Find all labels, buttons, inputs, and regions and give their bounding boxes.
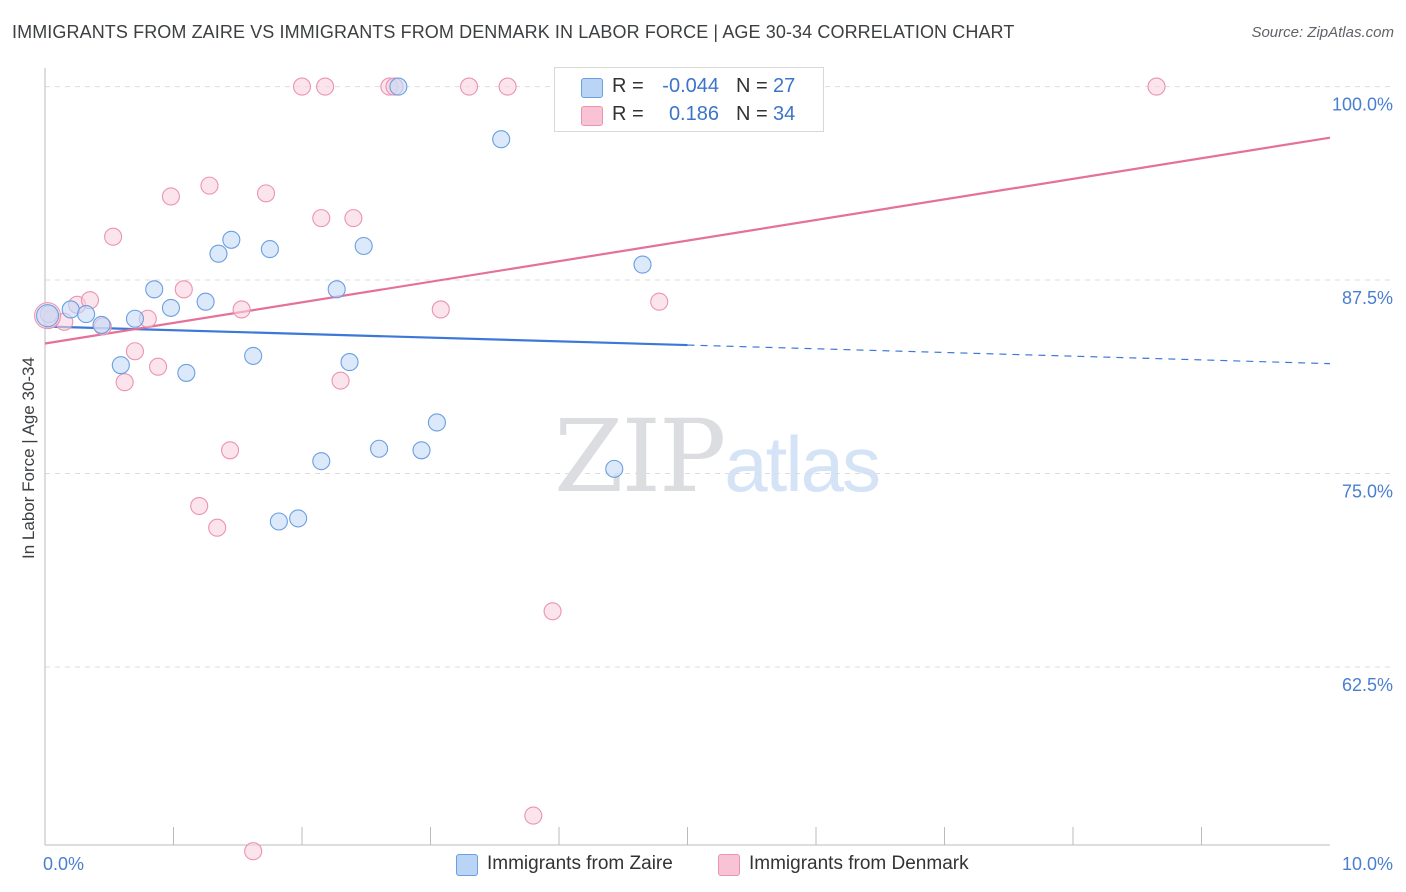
data-point — [222, 230, 241, 249]
stats-r-label: R = — [612, 103, 644, 125]
data-point — [1147, 77, 1166, 96]
data-point — [125, 309, 144, 328]
legend: Immigrants from Zaire Immigrants from De… — [0, 852, 1406, 878]
data-point — [292, 77, 312, 96]
data-point — [244, 842, 263, 861]
stats-swatch-zaire — [581, 78, 603, 98]
stats-r-value: 0.186 — [668, 103, 719, 125]
data-point — [208, 518, 227, 537]
x-tick-label: 10.0% — [1342, 854, 1393, 874]
stats-row-zaire: R = -0.044 N = 27 — [555, 73, 823, 101]
data-point — [312, 452, 331, 471]
stats-n-label: N = — [736, 75, 768, 97]
stats-n-value: 34 — [773, 103, 796, 125]
data-point — [354, 236, 373, 256]
legend-label-zaire: Immigrants from Zaire — [487, 853, 673, 874]
data-point — [331, 371, 350, 390]
data-point — [327, 280, 346, 299]
stats-r-value: -0.044 — [662, 75, 719, 97]
data-point — [161, 298, 180, 317]
legend-label-denmark: Immigrants from Denmark — [749, 853, 969, 874]
data-point — [427, 413, 446, 432]
trend-lines — [44, 136, 1331, 365]
data-point — [104, 227, 123, 246]
data-point-cluster — [36, 304, 60, 328]
data-point — [498, 77, 517, 96]
data-point — [200, 176, 219, 195]
trend-line-solid-0 — [44, 325, 688, 347]
data-point — [177, 363, 196, 382]
data-point — [244, 346, 263, 365]
data-point — [633, 255, 652, 274]
data-point — [344, 209, 363, 228]
data-point — [115, 373, 134, 392]
data-point — [145, 280, 164, 299]
data-point — [312, 209, 331, 228]
x-tick-label: 0.0% — [43, 854, 84, 874]
data-point — [269, 512, 288, 531]
data-point — [340, 353, 359, 372]
data-point — [111, 356, 130, 375]
data-point — [524, 806, 543, 825]
data-point — [232, 300, 251, 319]
data-point — [431, 300, 450, 319]
data-point — [161, 187, 180, 206]
data-point — [289, 509, 308, 528]
legend-swatch-zaire — [456, 854, 478, 876]
data-point — [61, 300, 80, 319]
data-point — [256, 184, 276, 203]
data-point — [389, 77, 408, 96]
data-point — [196, 292, 215, 311]
data-point — [605, 459, 624, 478]
legend-swatch-denmark — [718, 854, 740, 876]
data-point — [190, 496, 209, 516]
data-point — [650, 292, 669, 311]
watermark-zip: ZIP — [554, 398, 726, 515]
data-point — [209, 244, 228, 263]
stats-row-denmark: R = 0.186 N = 34 — [555, 101, 823, 129]
watermark-atlas: atlas — [724, 420, 881, 508]
watermark: ZIPatlas — [554, 398, 881, 515]
stats-n-value: 27 — [773, 75, 796, 97]
data-point — [316, 77, 335, 96]
grid-lines — [45, 86, 1394, 668]
data-point — [92, 315, 111, 334]
data-point — [149, 357, 168, 376]
trend-line-dashed-0 — [687, 344, 1331, 365]
y-tick-label: 62.5% — [1342, 675, 1393, 695]
data-point — [77, 305, 96, 324]
data-point — [260, 240, 279, 259]
trend-line-solid-1 — [44, 136, 1331, 345]
stats-n-label: N = — [736, 103, 768, 125]
stats-box: R = -0.044 N = 27 R = 0.186 N = 34 — [554, 67, 824, 132]
data-point — [459, 77, 479, 96]
data-point — [543, 602, 562, 621]
data-point — [370, 439, 389, 458]
chart-title: IMMIGRANTS FROM ZAIRE VS IMMIGRANTS FROM… — [12, 22, 1015, 42]
axes — [44, 68, 1330, 846]
y-axis-label: In Labor Force | Age 30-34 — [19, 357, 38, 559]
data-point — [220, 441, 240, 460]
data-point — [125, 342, 144, 361]
y-tick-label: 87.5% — [1342, 288, 1393, 308]
data-point — [412, 441, 431, 460]
source-label: Source: ZipAtlas.com — [1251, 24, 1394, 41]
data-point — [492, 130, 511, 149]
stats-r-label: R = — [612, 75, 644, 97]
y-tick-label: 75.0% — [1342, 482, 1393, 502]
tick-labels: 62.5% 75.0% 87.5% 100.0% 0.0% 10.0% — [43, 95, 1393, 874]
data-points — [34, 77, 1166, 861]
stats-swatch-denmark — [581, 106, 603, 126]
data-point — [174, 280, 193, 299]
y-tick-label: 100.0% — [1332, 95, 1393, 115]
